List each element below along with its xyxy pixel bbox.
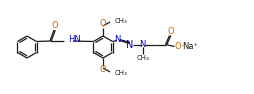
Text: O: O [100,19,106,28]
Text: N: N [114,35,121,44]
Text: CH₃: CH₃ [115,70,128,76]
Text: CH₃: CH₃ [136,55,149,61]
Text: N: N [139,40,146,49]
Text: CH₃: CH₃ [115,18,128,24]
Text: ̇N: ̇N [127,39,134,50]
Text: HN: HN [68,36,81,44]
Text: O: O [52,22,58,30]
Text: O: O [100,66,106,75]
Text: Na⁺: Na⁺ [183,42,199,51]
Text: O⁻: O⁻ [174,42,185,51]
Text: O: O [167,27,174,36]
